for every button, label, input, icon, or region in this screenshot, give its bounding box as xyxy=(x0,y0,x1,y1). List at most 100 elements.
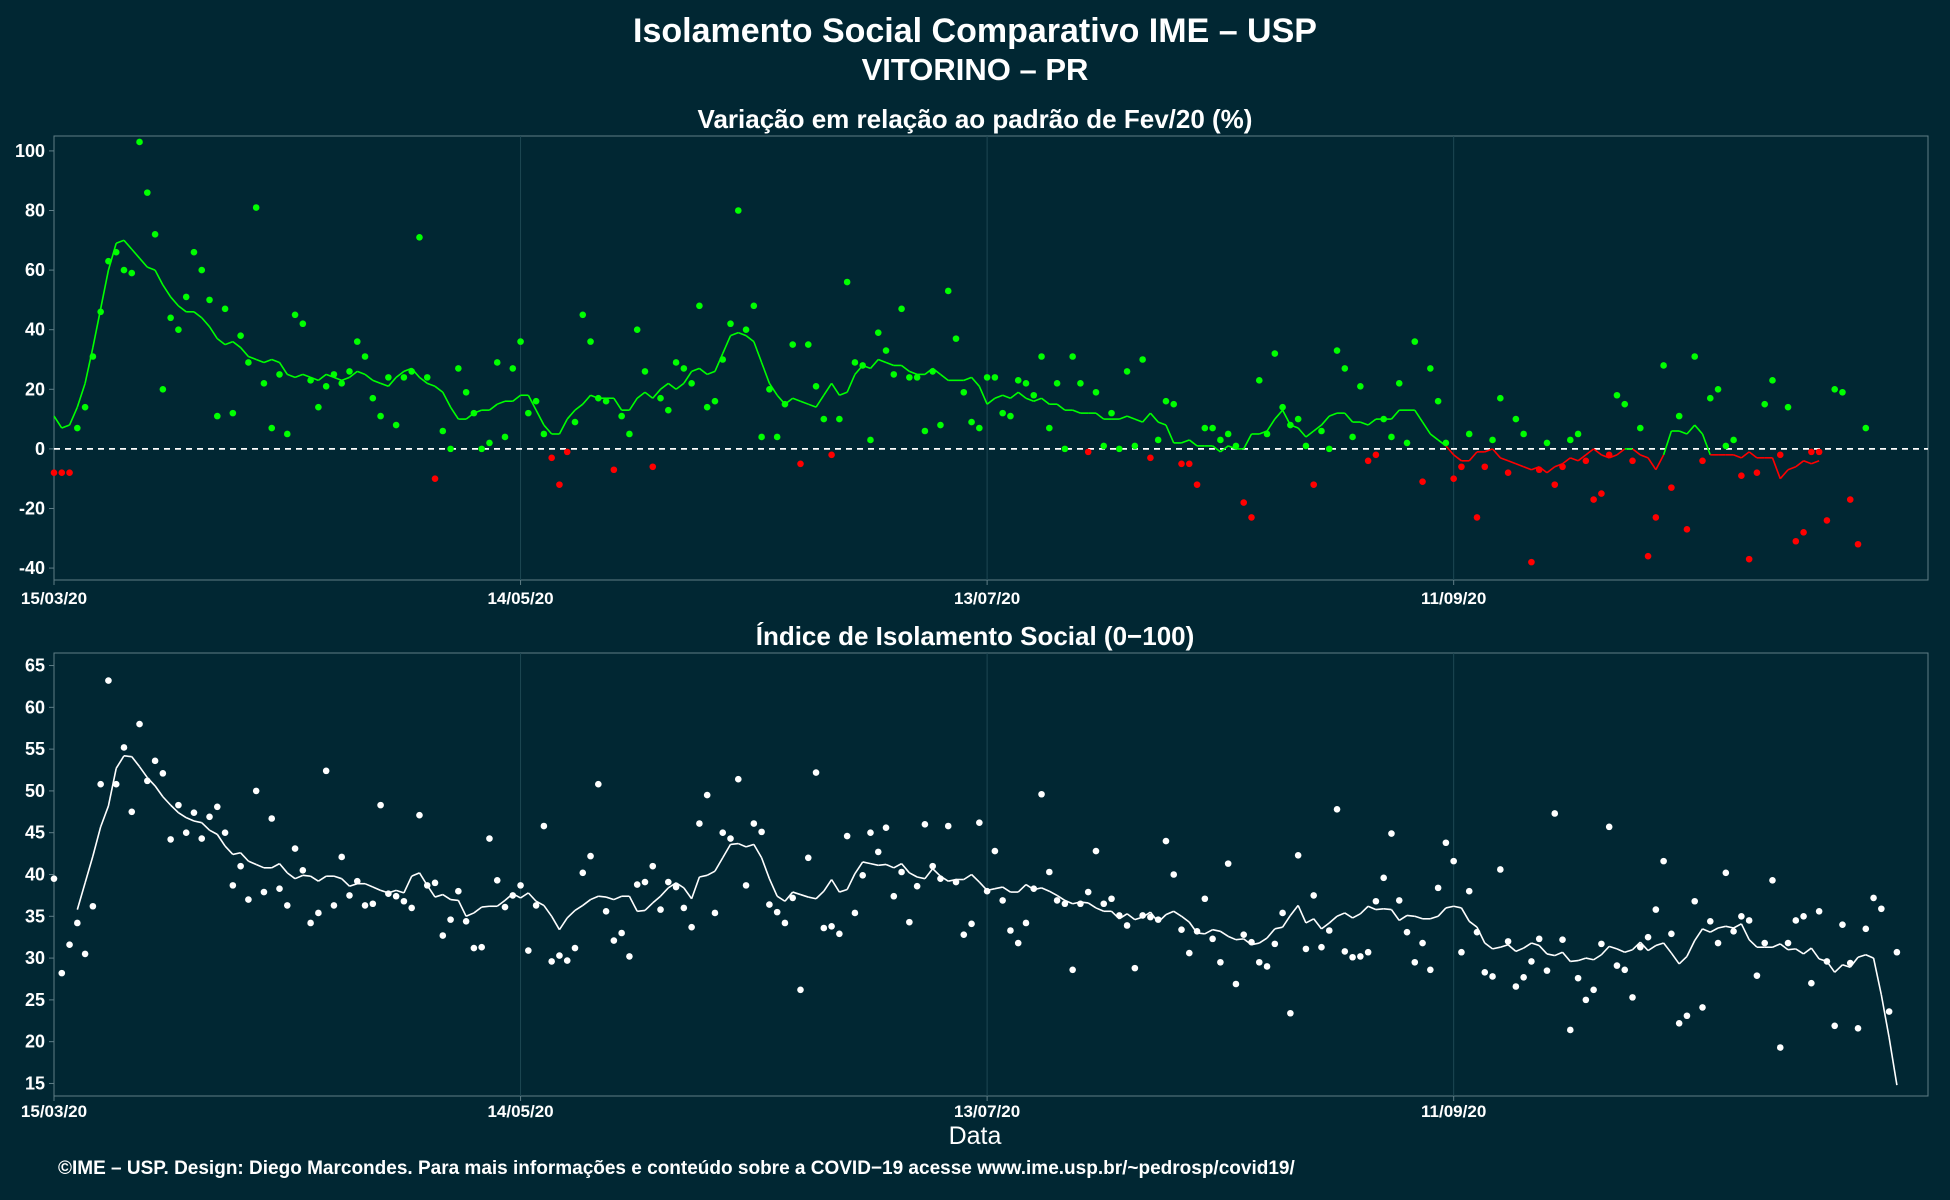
data-point xyxy=(898,305,905,313)
trend-line-segment xyxy=(1670,952,1680,965)
data-point xyxy=(960,388,968,396)
data-point xyxy=(1652,514,1660,521)
trend-line-segment xyxy=(1181,915,1190,923)
data-point xyxy=(664,406,672,414)
data-point xyxy=(532,902,540,909)
data-point xyxy=(128,808,136,816)
trend-line-segment xyxy=(201,822,211,831)
trend-line-segment xyxy=(380,382,389,388)
trend-line-segment xyxy=(1546,953,1555,957)
trend-line-segment xyxy=(628,895,638,912)
trend-line-segment xyxy=(1181,439,1190,444)
trend-line-segment xyxy=(224,340,234,346)
data-point xyxy=(346,892,353,899)
trend-line-segment xyxy=(1367,418,1377,426)
data-point xyxy=(1232,980,1240,988)
trend-line-segment xyxy=(1033,397,1042,402)
trend-line-segment xyxy=(1313,424,1322,432)
data-point xyxy=(1139,912,1146,919)
data-point xyxy=(556,952,563,959)
data-point xyxy=(221,829,229,837)
trend-line-segment xyxy=(1087,902,1097,909)
data-point xyxy=(1800,529,1807,536)
data-point xyxy=(999,897,1006,904)
data-point xyxy=(237,332,244,339)
data-point xyxy=(1287,1009,1294,1017)
trend-line-segment xyxy=(1570,959,1579,963)
trend-line-segment xyxy=(131,248,141,259)
trend-line-segment xyxy=(1297,427,1307,438)
data-point xyxy=(1302,945,1310,953)
trend-line-segment xyxy=(1561,951,1571,962)
data-point xyxy=(626,953,633,960)
trend-line-segment xyxy=(1336,912,1346,918)
trend-line-segment xyxy=(1842,964,1851,969)
data-point xyxy=(1084,448,1092,456)
data-point xyxy=(1567,436,1574,444)
trend-line-segment xyxy=(916,876,926,880)
trend-line-segment xyxy=(885,361,895,367)
trend-line-segment xyxy=(1041,887,1050,892)
data-point xyxy=(563,957,571,964)
data-point xyxy=(1364,948,1372,956)
data-point xyxy=(74,424,81,432)
trend-line-segment xyxy=(869,358,879,369)
trend-line-segment xyxy=(1772,943,1781,948)
data-point xyxy=(1364,457,1372,465)
y-tick-label: 25 xyxy=(25,990,45,1010)
trend-line-segment xyxy=(1733,923,1742,929)
data-point xyxy=(1100,442,1108,450)
data-point xyxy=(1668,930,1675,938)
data-point xyxy=(1745,917,1753,924)
trend-line-segment xyxy=(1367,905,1377,911)
trend-line-segment xyxy=(1662,430,1673,456)
trend-line-segment xyxy=(839,888,848,893)
data-point xyxy=(151,231,159,238)
data-point xyxy=(944,822,952,830)
data-point xyxy=(159,770,167,777)
data-point xyxy=(1411,338,1419,345)
trend-line-segment xyxy=(558,917,568,931)
trend-line-segment xyxy=(637,909,646,913)
trend-line-segment xyxy=(830,382,841,396)
trend-line-segment xyxy=(1095,907,1105,913)
data-point xyxy=(105,257,112,265)
data-point xyxy=(1722,442,1730,450)
data-point xyxy=(859,362,866,369)
data-point xyxy=(1442,439,1450,447)
data-point xyxy=(595,394,602,402)
data-point xyxy=(921,427,929,435)
y-tick-label: 60 xyxy=(25,697,45,717)
trend-line-segment xyxy=(411,872,420,877)
data-point xyxy=(276,885,283,893)
trend-line-segment xyxy=(1048,890,1058,897)
data-point xyxy=(89,902,97,910)
data-point xyxy=(392,421,400,429)
data-point xyxy=(50,469,58,477)
trend-line-segment xyxy=(496,400,506,405)
trend-line-segment xyxy=(372,886,381,892)
data-point xyxy=(1551,481,1559,488)
data-point xyxy=(423,374,431,381)
data-point xyxy=(1489,973,1496,980)
trend-line-segment xyxy=(68,406,79,426)
trend-line-segment xyxy=(162,284,172,298)
data-point xyxy=(1388,433,1395,441)
data-point xyxy=(1170,400,1178,408)
data-point xyxy=(198,835,206,842)
data-point xyxy=(1621,966,1629,974)
trend-line-segment xyxy=(644,902,654,912)
data-point xyxy=(175,326,182,333)
trend-line-segment xyxy=(1662,942,1673,954)
trend-line-segment xyxy=(1165,910,1175,916)
trend-line-segment xyxy=(434,385,444,393)
data-point xyxy=(1753,469,1761,477)
trend-line-segment xyxy=(123,239,133,250)
data-point xyxy=(252,787,260,795)
trend-line-segment xyxy=(248,860,257,866)
data-point xyxy=(1714,385,1722,393)
data-point xyxy=(1388,830,1395,837)
data-point xyxy=(1504,938,1512,945)
trend-line-segment xyxy=(53,415,63,429)
data-point xyxy=(1170,871,1178,878)
